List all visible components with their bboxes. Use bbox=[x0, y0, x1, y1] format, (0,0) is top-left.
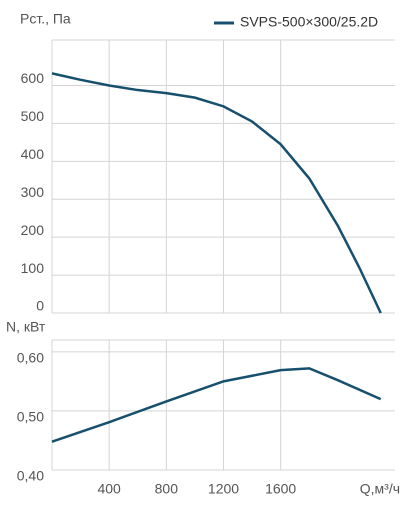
y-tick-label: 0,50 bbox=[17, 409, 44, 425]
legend-label: SVPS-500×300/25.2D bbox=[240, 14, 378, 30]
x-tick-label: 400 bbox=[97, 481, 121, 497]
y-tick-label: 200 bbox=[21, 222, 45, 238]
y-tick-label: 0,60 bbox=[17, 350, 44, 366]
y-tick-label: 400 bbox=[21, 146, 45, 162]
y-tick-label: 500 bbox=[21, 108, 45, 124]
y-tick-label: 600 bbox=[21, 70, 45, 86]
y-tick-label: 100 bbox=[21, 260, 45, 276]
x-axis-label: Q,м³/ч bbox=[360, 481, 400, 497]
y-tick-label: 300 bbox=[21, 184, 45, 200]
y-tick-label: 0,40 bbox=[17, 468, 44, 484]
data-line bbox=[51, 367, 382, 443]
data-line bbox=[51, 72, 382, 314]
x-tick-label: 1600 bbox=[265, 481, 296, 497]
y-axis-label: N, кВт bbox=[6, 319, 46, 335]
y-tick-label: 0 bbox=[36, 298, 44, 314]
y-axis-label: Pст., Па bbox=[20, 11, 71, 27]
x-tick-label: 1200 bbox=[208, 481, 239, 497]
x-tick-label: 800 bbox=[155, 481, 179, 497]
